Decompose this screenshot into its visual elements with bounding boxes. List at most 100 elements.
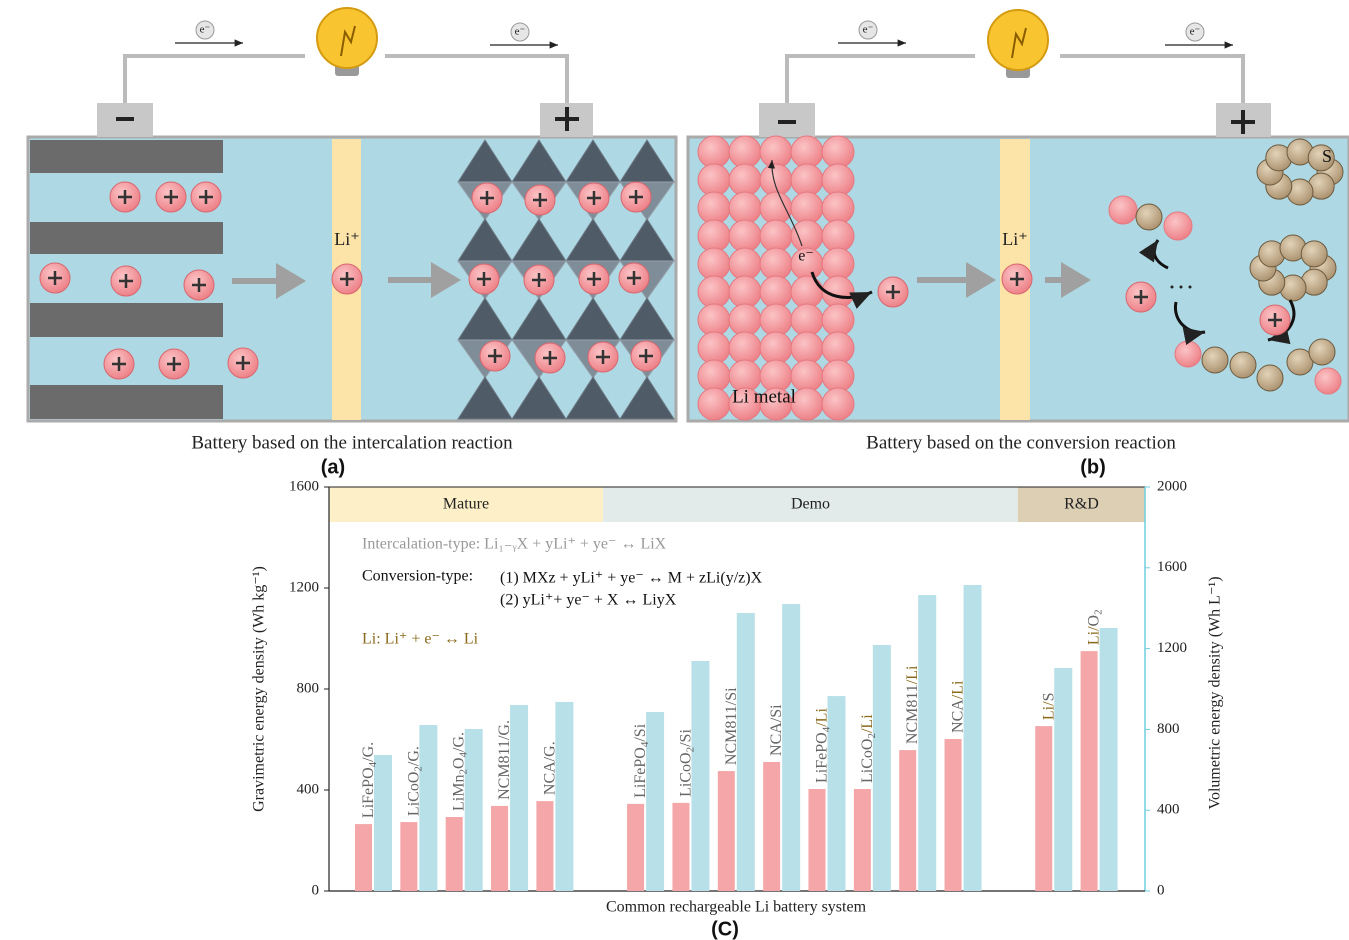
panel-label: (a)	[321, 456, 345, 478]
ion-plus	[533, 193, 547, 207]
dot	[1170, 285, 1174, 289]
ion-plus	[488, 349, 502, 363]
electron	[1185, 22, 1205, 42]
electron-label: e⁻	[798, 248, 814, 265]
annotation: (1) MXz + yLi⁺ + ye⁻ ↔ M + zLi(y/z)X	[500, 570, 763, 587]
li-metal-atom	[728, 303, 762, 337]
dot	[1188, 285, 1192, 289]
bar	[400, 822, 418, 891]
electron	[510, 22, 530, 42]
ion-plus	[532, 273, 546, 287]
bar	[419, 724, 438, 891]
y2-tick-label: 1600	[1157, 559, 1187, 575]
li-atom	[1163, 211, 1193, 241]
ion-plus	[629, 190, 643, 204]
annotation: Conversion-type:	[362, 568, 473, 585]
plus-sign	[1231, 110, 1255, 134]
sulfur-atom	[1229, 351, 1257, 379]
sulfur-atom	[1201, 346, 1229, 374]
wire	[123, 54, 305, 103]
ion-plus	[118, 190, 132, 204]
sulfur-atom	[1308, 338, 1336, 366]
wire	[1060, 54, 1245, 103]
ion-plus	[199, 190, 213, 204]
bar	[464, 728, 483, 891]
li-metal-atom	[790, 163, 824, 197]
cathode-layer	[457, 376, 513, 420]
bar	[717, 771, 735, 891]
li-metal-atom	[697, 191, 731, 225]
bar	[918, 595, 937, 891]
reaction-arrow	[1173, 301, 1206, 345]
ion-plus	[627, 271, 641, 285]
sulfur-atom	[1300, 240, 1328, 268]
sulfur-atom	[1256, 364, 1284, 392]
wire	[385, 54, 569, 103]
panel-label: (b)	[1080, 456, 1106, 478]
annotation: Li: Li⁺ + e⁻ ↔ Li	[362, 631, 479, 648]
li-metal-atom	[821, 303, 855, 337]
bulb	[987, 9, 1049, 71]
ion-plus	[596, 350, 610, 364]
electron-path	[767, 159, 803, 247]
y-tick-label: 1200	[289, 579, 319, 595]
x-axis-label: Common rechargeable Li battery system	[606, 899, 867, 916]
category-label: LiCoO2/Li	[859, 714, 878, 783]
stage-band	[1018, 487, 1145, 522]
sulfur-atom	[1135, 203, 1163, 231]
li-atom	[1108, 195, 1138, 225]
y-tick-label: 0	[312, 882, 320, 898]
ion-plus	[1134, 290, 1148, 304]
category-label: NCM811/G.	[496, 720, 513, 800]
stage-label: R&D	[1064, 496, 1099, 513]
stage-label: Demo	[791, 496, 830, 513]
bar	[374, 755, 392, 891]
li-metal-atom	[697, 359, 731, 393]
category-label: NCM811/Li	[904, 665, 921, 744]
bar	[853, 788, 871, 891]
filament	[1011, 27, 1027, 59]
y-tick-label: 800	[297, 680, 320, 696]
ion-plus	[340, 272, 354, 286]
li-metal-atom	[728, 135, 762, 169]
sulfur-atom	[1307, 144, 1335, 172]
ion-plus	[164, 190, 178, 204]
li-metal-atom	[697, 303, 731, 337]
ion-path	[810, 271, 873, 309]
bar	[536, 801, 554, 891]
li-metal-atom	[697, 331, 731, 365]
category-label: LiMn2O4/G.	[450, 732, 469, 811]
annotation: (2) yLi⁺+ ye⁻ + X ↔ LiyX	[500, 592, 677, 609]
bar	[827, 696, 846, 891]
cathode-layer	[565, 376, 621, 420]
li-metal-atom	[790, 135, 824, 169]
bar	[627, 803, 645, 891]
li-metal-atom	[759, 275, 793, 309]
category-label: Li/S	[1040, 693, 1057, 721]
category-label: LiCoO2/G.	[405, 746, 424, 816]
category-label: NCA/Si	[768, 704, 785, 756]
graphite-layer	[30, 140, 223, 173]
panel-a: Li⁺ e⁻ e⁻	[26, 7, 678, 423]
y2-tick-label: 0	[1157, 882, 1165, 898]
bar	[944, 738, 962, 891]
cathode-label: S	[1322, 146, 1332, 166]
li-metal-atom	[821, 247, 855, 281]
li-metal-atom	[821, 163, 855, 197]
ion-plus	[1268, 313, 1282, 327]
li-metal-atom	[728, 163, 762, 197]
filament	[340, 25, 356, 57]
bar	[355, 824, 372, 891]
li-metal-atom	[728, 275, 762, 309]
y-axis-label: Gravimetric energy density (Wh kg⁻¹)	[251, 566, 268, 812]
li-metal-atom	[821, 359, 855, 393]
li-metal-atom	[821, 331, 855, 365]
y-tick-label: 1600	[289, 478, 319, 494]
li-metal-atom	[790, 331, 824, 365]
ion-plus	[480, 191, 494, 205]
ion-plus	[48, 271, 62, 285]
cathode-layer	[511, 376, 567, 420]
bar	[1099, 627, 1118, 891]
